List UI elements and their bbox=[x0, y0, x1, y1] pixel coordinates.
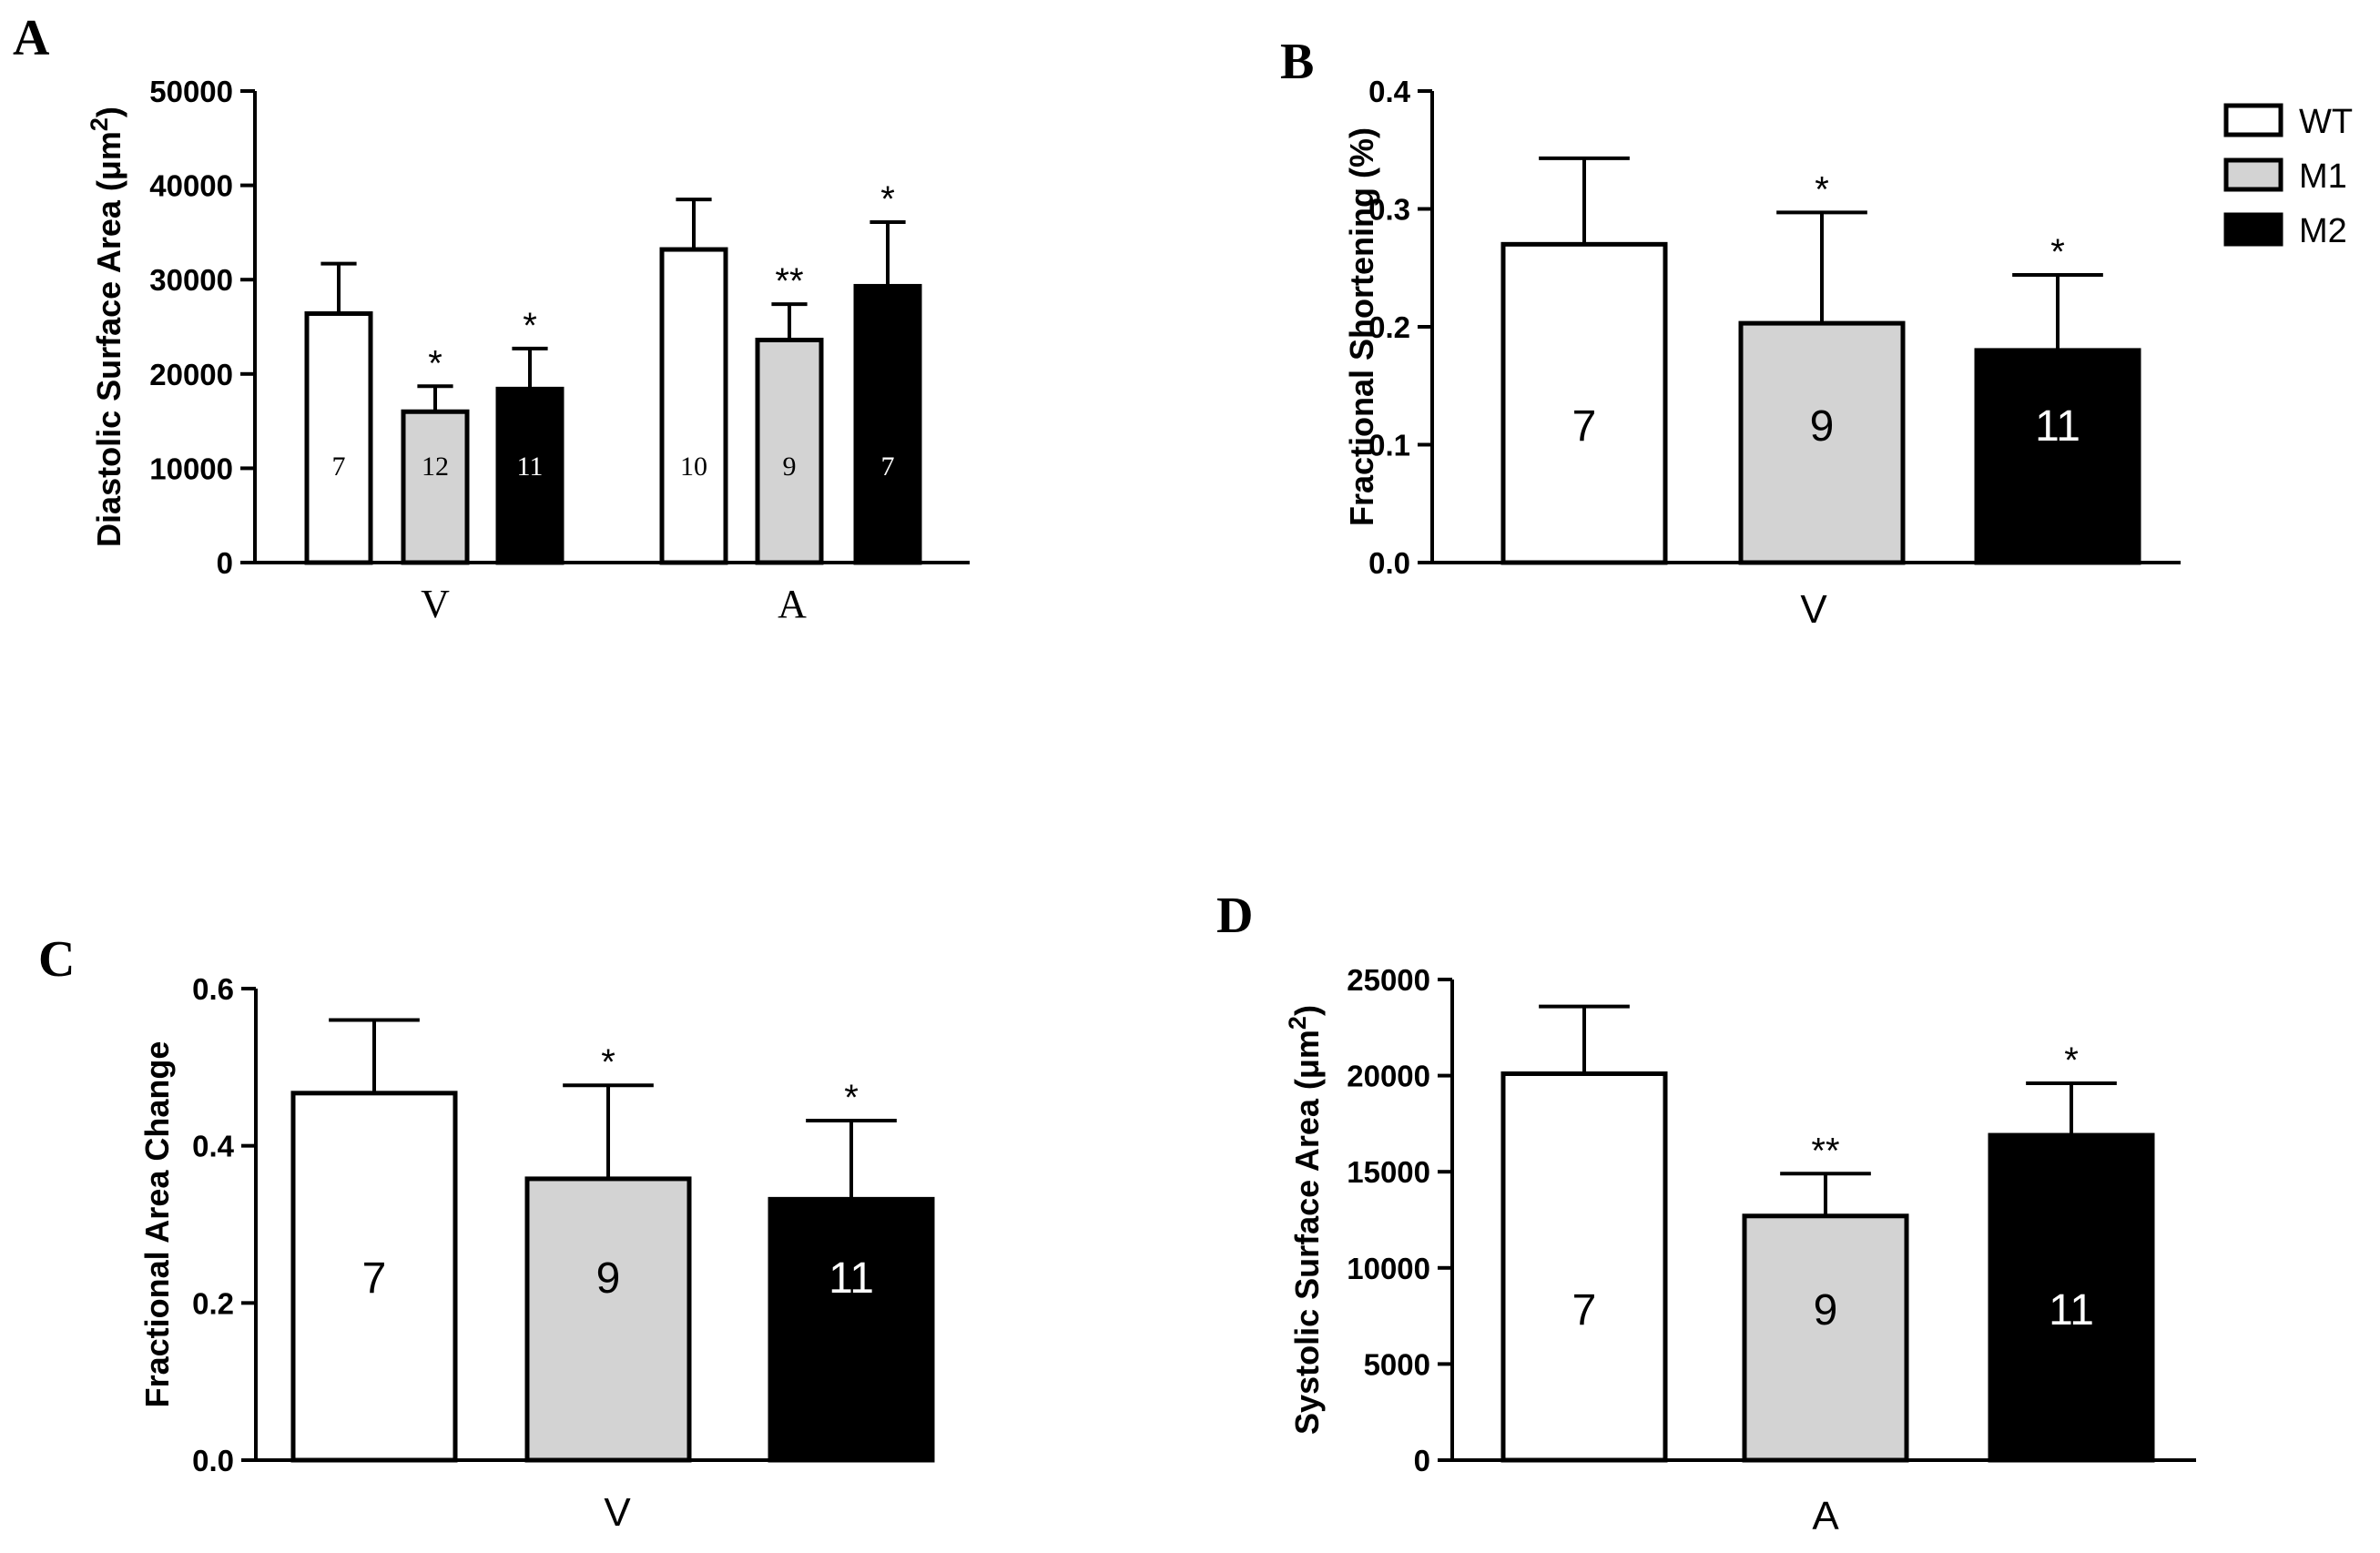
bar-n-label: 11 bbox=[517, 452, 544, 482]
significance-marker: ** bbox=[775, 261, 803, 301]
bar-V-M2 bbox=[768, 1196, 935, 1463]
panel-a-chart: 0 10000 20000 30000 40000 50000 Diastolic Surf… bbox=[86, 75, 970, 626]
x-group-label: V bbox=[421, 582, 450, 626]
significance-marker: * bbox=[880, 179, 895, 219]
bar-V-M1 bbox=[524, 1176, 692, 1463]
bar-n-label: 7 bbox=[362, 1254, 387, 1303]
y-tick-label: 40000 bbox=[149, 169, 233, 203]
legend-label: M1 bbox=[2299, 157, 2347, 196]
y-tick-label: 20000 bbox=[149, 358, 233, 391]
bar-n-label: 11 bbox=[2035, 402, 2080, 451]
significance-marker: * bbox=[2064, 1040, 2079, 1081]
y-tick-label: 0.6 bbox=[192, 972, 234, 1006]
y-tick-label: 10000 bbox=[1347, 1252, 1430, 1285]
bar-V-M2 bbox=[1974, 348, 2141, 565]
significance-marker: * bbox=[428, 343, 442, 383]
bar-n-label: 9 bbox=[596, 1254, 621, 1303]
bar-n-label: 7 bbox=[1572, 402, 1597, 451]
bar-n-label: 7 bbox=[332, 452, 346, 482]
bar-n-label: 12 bbox=[422, 452, 449, 482]
legend-swatch-wt bbox=[2223, 103, 2283, 137]
legend: WT M1 M2 bbox=[2223, 103, 2353, 250]
bar-n-label: 11 bbox=[829, 1254, 874, 1303]
significance-marker: * bbox=[2050, 232, 2065, 272]
legend-label: WT bbox=[2299, 103, 2353, 141]
y-tick-label: 50000 bbox=[149, 75, 233, 108]
y-tick-label: 30000 bbox=[149, 263, 233, 297]
bar-A-WT bbox=[1500, 1071, 1668, 1463]
y-axis-title: Systolic Surface Area (μm2) bbox=[1284, 1005, 1326, 1435]
y-tick-label: 5000 bbox=[1364, 1347, 1430, 1381]
x-group-label: V bbox=[604, 1490, 631, 1535]
bar-n-label: 9 bbox=[1814, 1286, 1838, 1335]
bar-n-label: 9 bbox=[1810, 402, 1835, 451]
bar-A-M2 bbox=[1988, 1132, 2155, 1463]
bar-n-label: 7 bbox=[881, 452, 895, 482]
significance-marker: * bbox=[601, 1042, 615, 1082]
y-tick-label: 0.1 bbox=[1368, 429, 1410, 462]
legend-swatch-m2 bbox=[2223, 212, 2283, 247]
y-tick-label: 0.0 bbox=[192, 1444, 234, 1477]
x-group-label: A bbox=[778, 582, 807, 626]
significance-marker: * bbox=[844, 1078, 859, 1118]
bar-A-WT bbox=[659, 247, 728, 565]
y-tick-label: 0.2 bbox=[192, 1286, 234, 1320]
panel-d-chart: 0 5000 10000 15000 20000 25000 Systolic Surfac… bbox=[1284, 963, 2196, 1538]
y-tick-label: 25000 bbox=[1347, 963, 1430, 997]
y-tick-label: 10000 bbox=[149, 452, 233, 485]
y-axis-title: Fractional Area Change bbox=[138, 1041, 176, 1408]
significance-marker: ** bbox=[1811, 1131, 1839, 1171]
bar-n-label: 9 bbox=[783, 452, 797, 482]
panel-a-letter: A bbox=[13, 10, 50, 66]
y-tick-label: 0.0 bbox=[1368, 546, 1410, 580]
bar-A-M1 bbox=[755, 338, 824, 565]
y-tick-label: 0 bbox=[1414, 1444, 1430, 1477]
panel-b-letter: B bbox=[1280, 34, 1314, 90]
y-tick-label: 0.3 bbox=[1368, 193, 1410, 227]
bar-n-label: 7 bbox=[1572, 1286, 1597, 1335]
significance-marker: * bbox=[1815, 169, 1829, 209]
bar-V-M1 bbox=[1738, 320, 1906, 565]
bar-V-M1 bbox=[401, 409, 470, 565]
x-group-label: A bbox=[1812, 1494, 1839, 1538]
bar-V-WT bbox=[1500, 241, 1668, 565]
bar-V-WT bbox=[290, 1091, 458, 1463]
x-group-label: V bbox=[1800, 587, 1827, 632]
legend-swatch-m1 bbox=[2223, 157, 2283, 192]
bar-V-M2 bbox=[495, 386, 564, 565]
y-tick-label: 0.4 bbox=[192, 1130, 235, 1163]
legend-label: M2 bbox=[2299, 212, 2347, 250]
significance-marker: * bbox=[523, 306, 537, 346]
bar-A-M2 bbox=[853, 283, 922, 565]
panel-c-letter: C bbox=[38, 931, 75, 988]
bar-n-label: 11 bbox=[2049, 1286, 2094, 1335]
y-tick-label: 0.4 bbox=[1368, 75, 1411, 108]
panel-b-chart: 0.0 0.1 0.2 0.3 0.4 Fractional Shortening (%)… bbox=[1343, 75, 2181, 632]
y-tick-label: 20000 bbox=[1347, 1060, 1430, 1093]
panel-d-letter: D bbox=[1216, 888, 1253, 944]
y-tick-label: 0 bbox=[217, 546, 233, 580]
y-axis-title: Diastolic Surface Area (μm2) bbox=[86, 107, 127, 547]
panel-c-chart: 0.0 0.2 0.4 0.6 Fractional Area Change V 7 9 * 11… bbox=[138, 972, 935, 1535]
bar-A-M1 bbox=[1742, 1213, 1909, 1463]
y-tick-label: 0.2 bbox=[1368, 310, 1410, 344]
y-axis-title: Fractional Shortening (%) bbox=[1343, 127, 1380, 526]
y-tick-label: 15000 bbox=[1347, 1155, 1430, 1189]
bar-n-label: 10 bbox=[680, 452, 707, 482]
bar-V-WT bbox=[304, 310, 373, 565]
